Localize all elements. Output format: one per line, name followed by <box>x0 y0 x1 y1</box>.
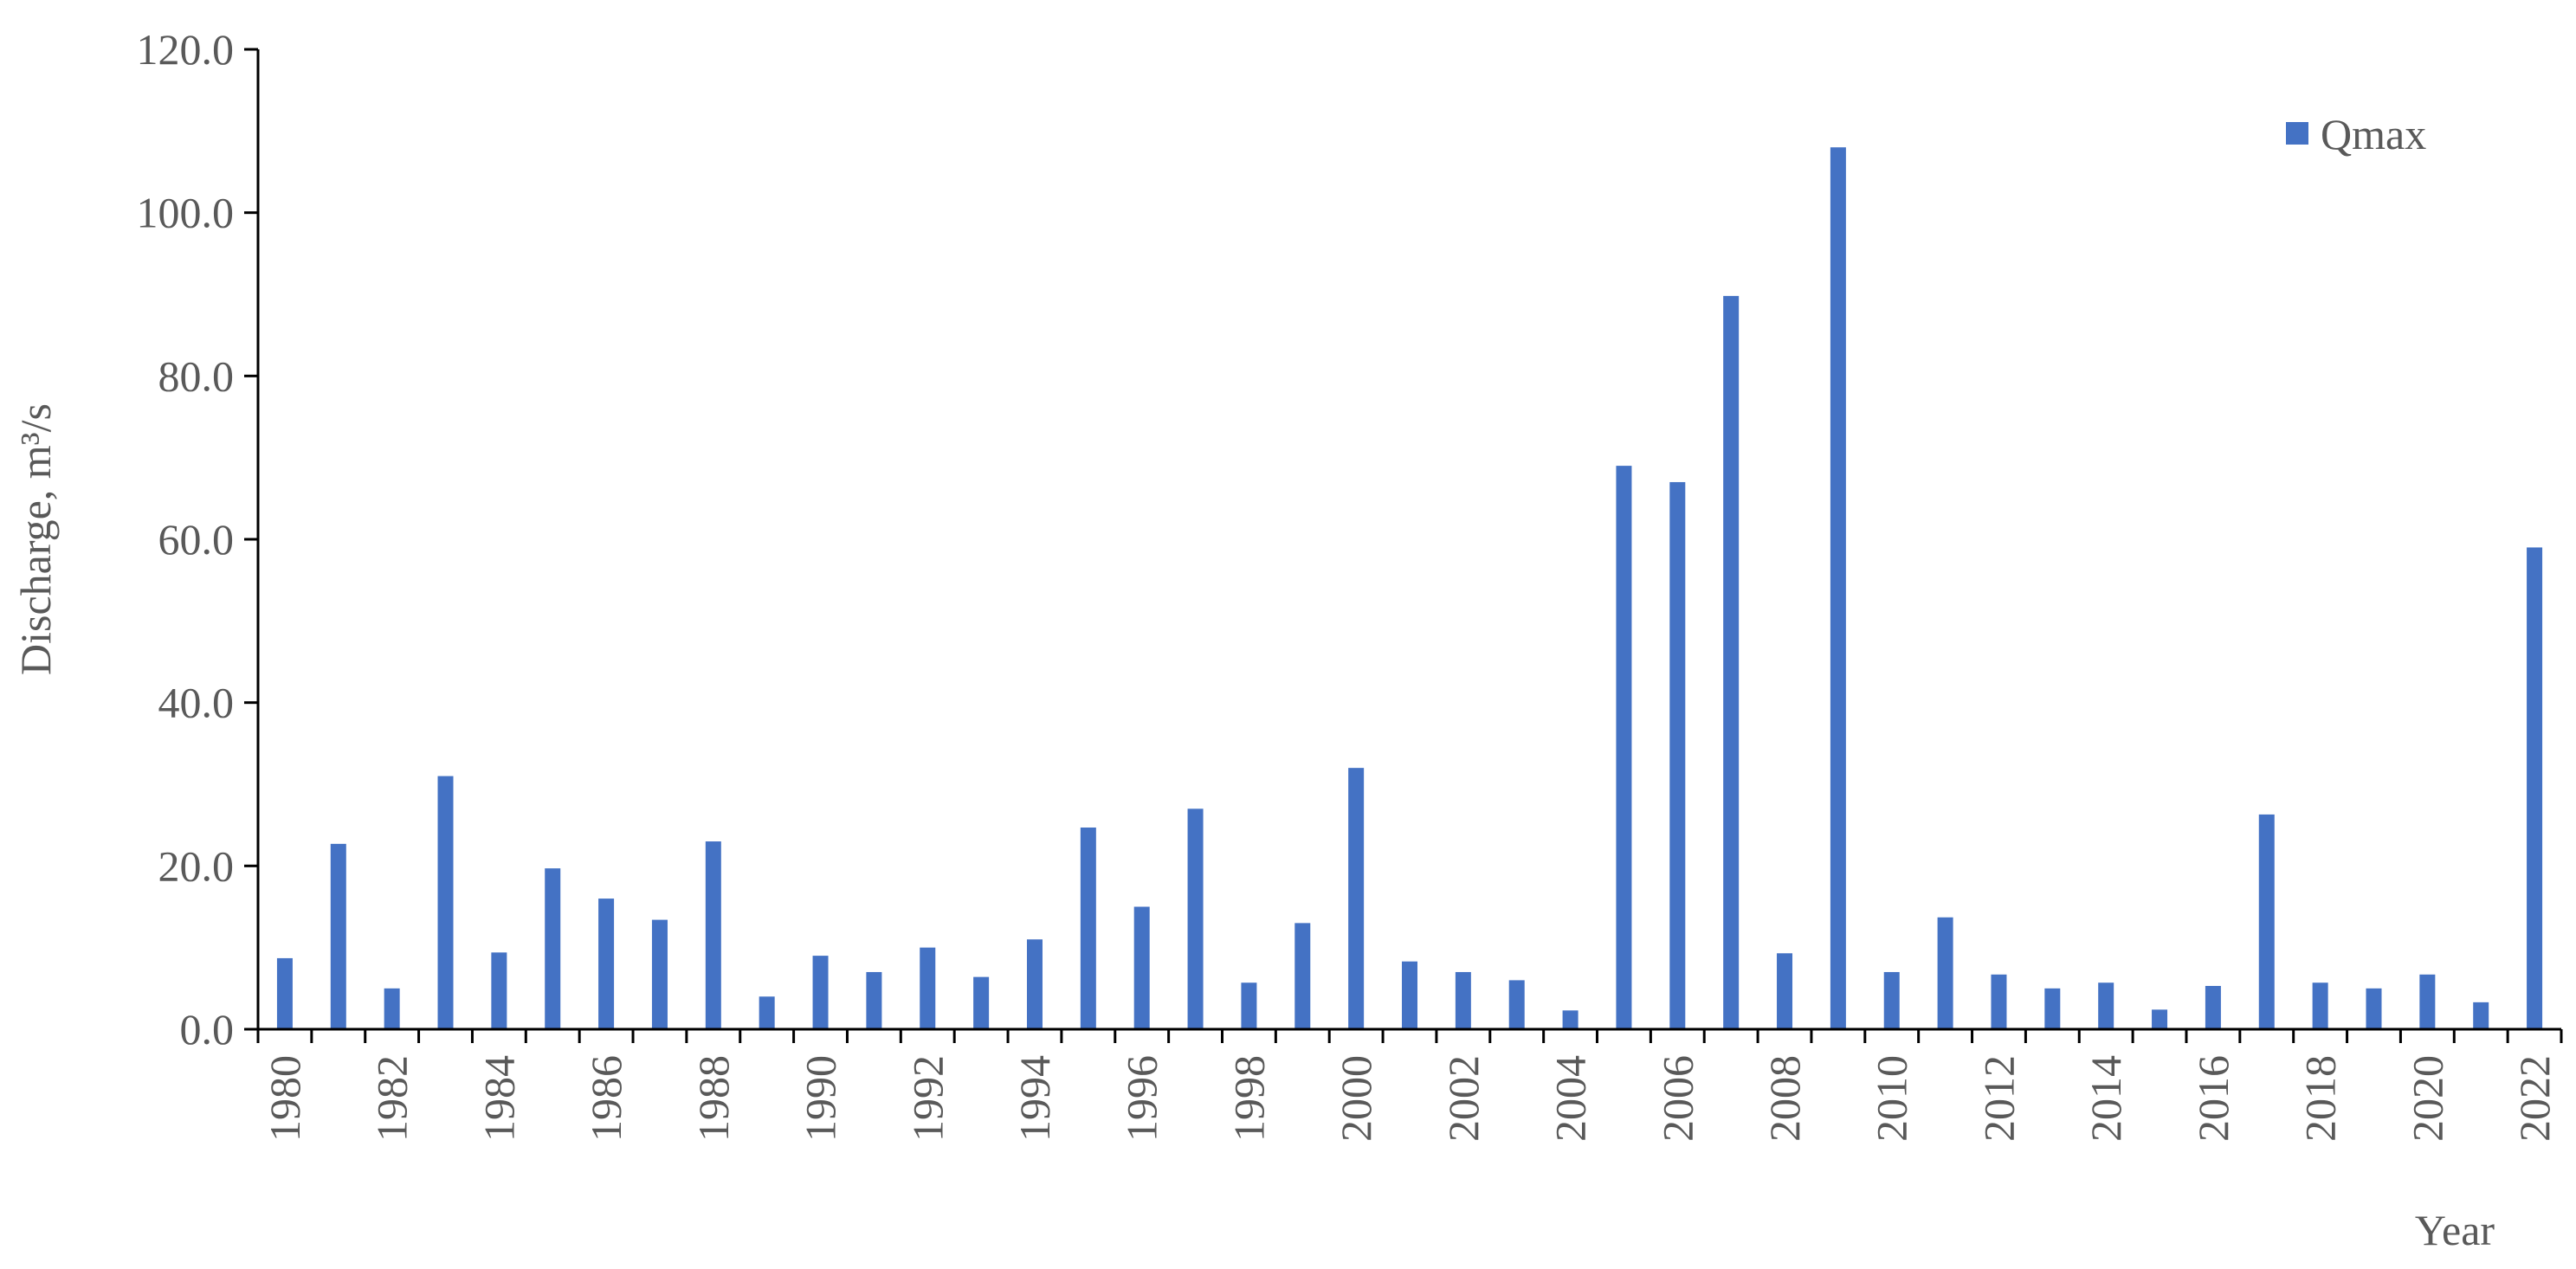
bar-1987 <box>651 919 668 1029</box>
y-axis-title: Discharge, m³/s <box>11 403 60 675</box>
bar-1999 <box>1294 923 1311 1029</box>
bar-2001 <box>1402 961 1417 1029</box>
x-tick-label: 2008 <box>1760 1055 1809 1142</box>
bar-2013 <box>2044 988 2061 1029</box>
y-tick-label: 0.0 <box>180 1005 235 1053</box>
x-tick-label: 1984 <box>475 1055 523 1142</box>
bar-2007 <box>1723 295 1740 1029</box>
legend: Qmax <box>2286 110 2426 158</box>
bar-2014 <box>2098 982 2114 1029</box>
x-tick-label: 1988 <box>689 1055 738 1142</box>
bar-1990 <box>812 956 829 1029</box>
bar-1983 <box>437 776 454 1029</box>
bar-2005 <box>1616 466 1632 1029</box>
x-tick-label: 1998 <box>1224 1055 1273 1142</box>
bar-2018 <box>2312 982 2328 1029</box>
bar-1984 <box>491 952 507 1029</box>
bar-2002 <box>1455 971 1471 1029</box>
x-tick-label: 2004 <box>1546 1055 1595 1142</box>
x-tick-label: 1996 <box>1118 1055 1166 1142</box>
bar-1985 <box>545 868 561 1029</box>
bar-2003 <box>1508 980 1525 1029</box>
bar-1981 <box>330 843 346 1029</box>
x-tick-label: 1986 <box>582 1055 630 1142</box>
x-tick-label: 1990 <box>797 1055 845 1142</box>
bar-2009 <box>1830 147 1846 1029</box>
y-tick-label: 100.0 <box>137 189 235 237</box>
bar-2022 <box>2527 547 2543 1029</box>
bar-2015 <box>2152 1009 2168 1029</box>
bar-1998 <box>1241 982 1257 1029</box>
bar-2017 <box>2258 814 2275 1029</box>
bar-2000 <box>1348 768 1365 1029</box>
y-tick-label: 80.0 <box>158 351 235 400</box>
bar-2016 <box>2205 986 2221 1029</box>
bar-2011 <box>1937 917 1953 1029</box>
x-tick-label: 2018 <box>2296 1055 2345 1142</box>
bar-1980 <box>276 957 293 1029</box>
x-tick-label: 2012 <box>1974 1055 2023 1142</box>
bar-1988 <box>705 841 721 1029</box>
x-axis-ticks: 1980 1982 1984 1986 1988 1990 1992 1994 1996 1998… <box>256 1029 2563 1142</box>
x-tick-label: 1982 <box>368 1055 416 1142</box>
bar-1993 <box>973 976 990 1029</box>
y-tick-label: 120.0 <box>137 25 235 74</box>
bar-1991 <box>866 971 882 1029</box>
y-tick-label: 40.0 <box>158 679 235 727</box>
x-axis-title: Year <box>2415 1206 2495 1254</box>
bar-2020 <box>2419 974 2436 1029</box>
x-tick-label: 2022 <box>2510 1055 2559 1142</box>
y-axis-ticks: 0.0 20.0 40.0 60.0 80.0 100.0 120.0 <box>137 25 258 1053</box>
x-tick-label: 2010 <box>1868 1055 1916 1142</box>
bar-2021 <box>2473 1002 2489 1029</box>
x-tick-label: 2020 <box>2403 1055 2451 1142</box>
y-tick-label: 20.0 <box>158 841 235 890</box>
bars <box>276 147 2543 1029</box>
bar-1986 <box>598 899 615 1029</box>
x-tick-label: 2014 <box>2082 1055 2130 1142</box>
bar-1992 <box>920 947 936 1029</box>
bar-1995 <box>1080 827 1096 1029</box>
x-tick-label: 2000 <box>1332 1055 1380 1142</box>
bar-1994 <box>1026 939 1043 1029</box>
bar-1989 <box>759 996 775 1029</box>
x-tick-label: 2006 <box>1653 1055 1701 1142</box>
legend-swatch-qmax <box>2286 122 2308 145</box>
bar-2004 <box>1562 1010 1579 1029</box>
x-tick-label: 1980 <box>261 1055 309 1142</box>
bar-2012 <box>1991 974 2007 1029</box>
legend-label-qmax: Qmax <box>2321 110 2426 158</box>
bar-1982 <box>384 988 400 1029</box>
x-tick-label: 2016 <box>2189 1055 2237 1142</box>
bar-2019 <box>2366 988 2382 1029</box>
bar-2008 <box>1777 953 1793 1029</box>
y-tick-label: 60.0 <box>158 515 235 564</box>
bar-1997 <box>1187 808 1204 1029</box>
x-tick-label: 1992 <box>903 1055 952 1142</box>
x-tick-label: 2002 <box>1439 1055 1488 1142</box>
bar-1996 <box>1133 906 1150 1029</box>
bar-2010 <box>1883 971 1900 1029</box>
bar-2006 <box>1669 481 1686 1029</box>
x-tick-label: 1994 <box>1010 1055 1059 1142</box>
